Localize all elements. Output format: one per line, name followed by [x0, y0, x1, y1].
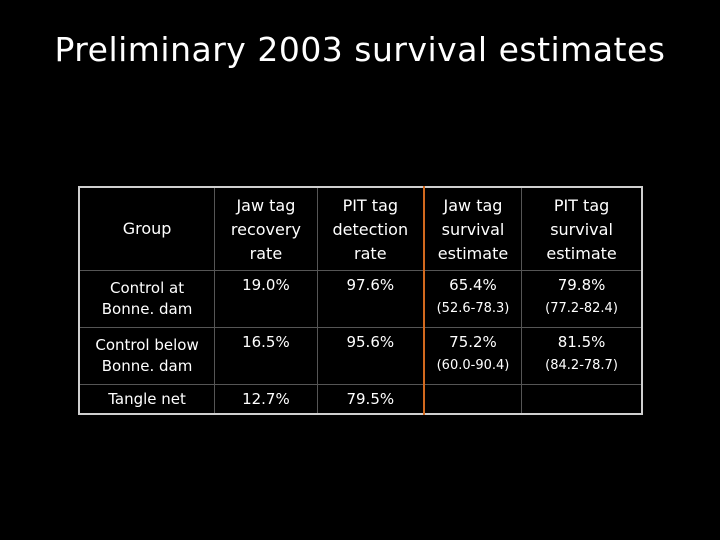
cell-jaw-recovery: 16.5%	[214, 327, 318, 385]
row-group-label: Control at Bonne. dam	[101, 279, 193, 318]
cell-pit-detection: 79.5%	[316, 384, 425, 415]
header-pit-survival-label: PIT tag survival estimate	[546, 196, 617, 263]
pit-survival-value: 79.8%	[557, 276, 606, 294]
cell-jaw-recovery: 19.0%	[214, 270, 318, 328]
header-jaw-recovery-label: Jaw tag recovery rate	[230, 196, 301, 263]
survival-table: Group Jaw tag recovery rate PIT tag dete…	[78, 186, 643, 415]
cell-pit-survival: 79.8% (77.2-82.4)	[521, 270, 643, 328]
cell-pit-survival: 81.5% (84.2-78.7)	[521, 327, 643, 385]
cell-pit-survival	[521, 384, 643, 415]
cell-jaw-survival: 65.4% (52.6-78.3)	[422, 270, 523, 328]
cell-jaw-survival	[422, 384, 523, 415]
cell-jaw-survival: 75.2% (60.0-90.4)	[422, 327, 523, 385]
jaw-survival-value: 75.2%	[449, 333, 497, 351]
header-pit-survival: PIT tag survival estimate	[521, 186, 643, 271]
cell-pit-detection: 95.6%	[316, 327, 425, 385]
pit-survival-value: 81.5%	[557, 333, 606, 351]
header-jaw-recovery: Jaw tag recovery rate	[214, 186, 318, 271]
table-row: Control at Bonne. dam 19.0% 97.6% 65.4% …	[78, 270, 643, 328]
slide-title: Preliminary 2003 survival estimates	[54, 30, 666, 69]
row-group: Tangle net	[78, 384, 216, 415]
pit-survival-ci: (77.2-82.4)	[545, 301, 618, 316]
cell-jaw-recovery: 12.7%	[214, 384, 318, 415]
table-row: Tangle net 12.7% 79.5%	[78, 384, 643, 415]
jaw-survival-value: 65.4%	[449, 276, 497, 294]
row-group: Control below Bonne. dam	[78, 327, 216, 385]
jaw-survival-ci: (60.0-90.4)	[436, 358, 510, 373]
row-group-label: Control below Bonne. dam	[95, 336, 199, 375]
header-group: Group	[78, 186, 216, 271]
header-pit-detection-label: PIT tag detection rate	[332, 196, 409, 263]
row-group: Control at Bonne. dam	[78, 270, 216, 328]
table-row: Control below Bonne. dam 16.5% 95.6% 75.…	[78, 327, 643, 385]
table-header-row: Group Jaw tag recovery rate PIT tag dete…	[78, 186, 643, 271]
header-jaw-survival: Jaw tag survival estimate	[422, 186, 523, 271]
cell-pit-detection: 97.6%	[316, 270, 425, 328]
pit-survival-ci: (84.2-78.7)	[545, 358, 618, 373]
header-jaw-survival-label: Jaw tag survival estimate	[437, 196, 509, 263]
jaw-survival-ci: (52.6-78.3)	[436, 301, 510, 316]
header-pit-detection: PIT tag detection rate	[316, 186, 425, 271]
